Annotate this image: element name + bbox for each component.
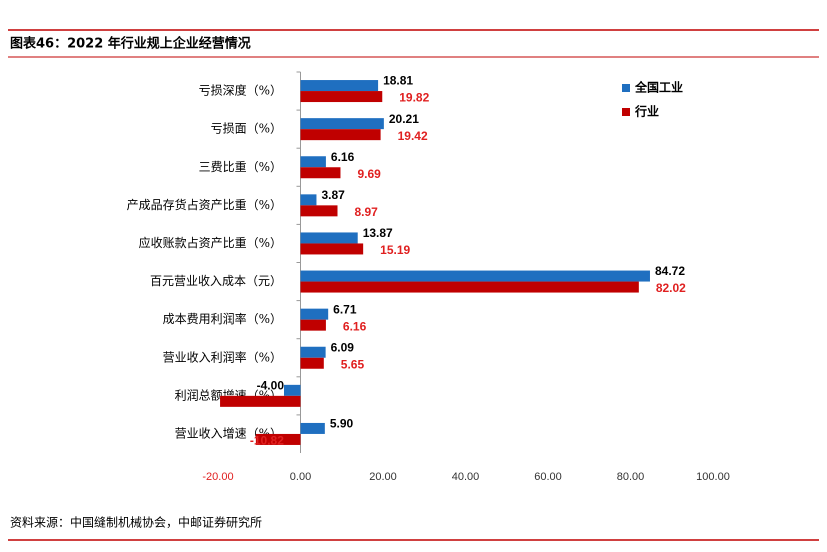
legend-label: 全国工业	[634, 80, 683, 95]
value-label: 9.69	[357, 167, 381, 181]
x-tick-label: 80.00	[617, 471, 645, 483]
x-tick-label: 60.00	[534, 471, 562, 483]
y-tick-label: 三费比重（%）	[199, 160, 282, 174]
y-tick-label: 亏损深度（%）	[199, 83, 282, 98]
y-tick-label: 营业收入增速（%）	[175, 426, 282, 440]
value-label: 6.71	[333, 302, 357, 316]
x-tick-label: 100.00	[696, 471, 730, 483]
bar	[300, 308, 329, 320]
value-label: -10.82	[250, 434, 284, 448]
bar	[300, 232, 358, 244]
legend-swatch	[622, 84, 630, 92]
value-label: 20.21	[389, 112, 419, 126]
bar	[220, 395, 301, 407]
value-label: 6.09	[331, 340, 355, 354]
value-label: 82.02	[656, 281, 686, 295]
y-tick-label: 营业收入利润率（%）	[163, 349, 282, 364]
value-label: 8.97	[355, 205, 379, 219]
x-tick-label: -20.00	[202, 471, 233, 483]
value-label: 5.90	[330, 417, 354, 431]
y-tick-label: 产成品存货占资产比重（%）	[127, 197, 282, 212]
value-label: 3.87	[321, 188, 345, 202]
source: 资料来源：中国缝制机械协会，中邮证券研究所	[10, 515, 262, 530]
legend-label: 行业	[634, 104, 659, 119]
bar	[300, 129, 381, 141]
bar	[300, 346, 326, 358]
bar	[300, 118, 384, 130]
bar	[284, 384, 301, 396]
bar	[300, 281, 639, 293]
bar	[300, 270, 650, 282]
value-label: 19.42	[398, 129, 428, 143]
bar	[300, 91, 383, 103]
y-tick-label: 亏损面（%）	[211, 122, 282, 136]
chart-title: 图表46：2022 年行业规上企业经营情况	[10, 36, 251, 52]
value-label: 84.72	[655, 264, 685, 278]
legend-swatch	[622, 108, 630, 116]
bar	[300, 156, 326, 168]
bar	[255, 433, 301, 445]
value-label: 18.81	[383, 74, 413, 88]
value-label: 13.87	[363, 226, 393, 240]
y-tick-label: 百元营业收入成本（元）	[150, 274, 282, 288]
x-tick-label: 20.00	[369, 471, 397, 483]
y-tick-label: 应收账款占资产比重（%）	[139, 235, 282, 250]
bar	[300, 357, 324, 369]
value-label: 15.19	[380, 243, 410, 257]
bar	[300, 243, 364, 255]
bar	[300, 80, 379, 92]
bar	[300, 319, 326, 331]
x-tick-label: 0.00	[290, 471, 311, 483]
bar	[300, 205, 338, 217]
x-tick-label: 40.00	[452, 471, 480, 483]
value-label: 19.82	[399, 91, 429, 105]
bar	[300, 167, 341, 179]
bar	[300, 194, 317, 206]
value-label: 6.16	[331, 150, 355, 164]
value-label: 5.65	[341, 357, 365, 371]
value-label: -4.00	[257, 379, 285, 393]
y-tick-label: 成本费用利润率（%）	[163, 311, 282, 326]
bar	[300, 422, 325, 434]
value-label: 6.16	[343, 319, 367, 333]
